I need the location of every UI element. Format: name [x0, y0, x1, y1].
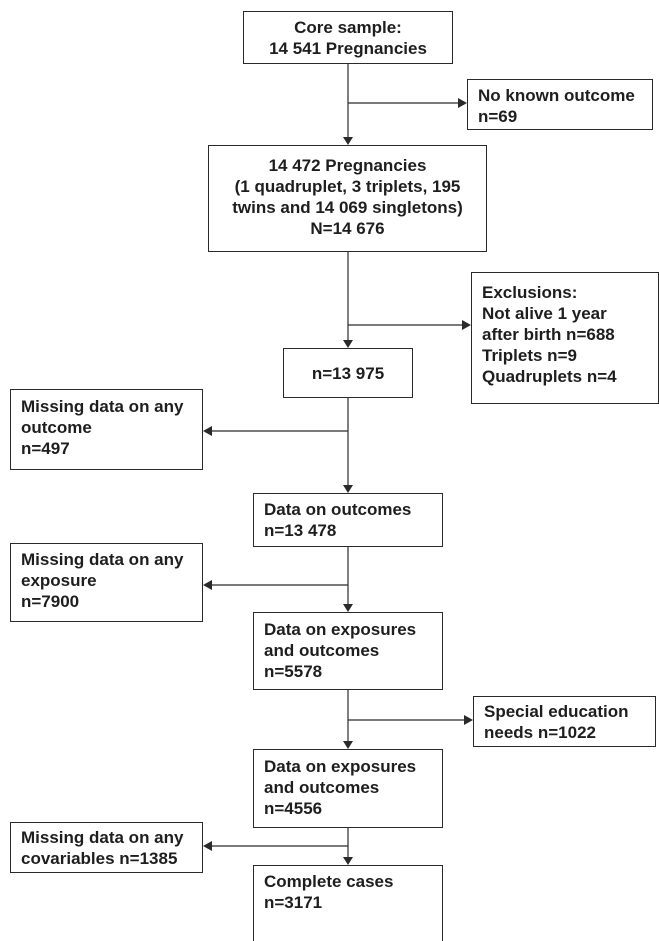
- node-text: n=13 478: [264, 521, 337, 540]
- node-text: Not alive 1 year: [482, 304, 607, 323]
- arrowhead: [203, 841, 212, 851]
- node-text: Special education: [484, 702, 629, 721]
- arrowhead: [343, 741, 353, 749]
- pregnancies-box: 14 472 Pregnancies (1 quadruplet, 3 trip…: [208, 145, 487, 252]
- arrowhead: [203, 580, 212, 590]
- node-text: Triplets n=9: [482, 346, 577, 365]
- core-sample-box: Core sample: 14 541 Pregnancies: [243, 11, 453, 64]
- node-text: Missing data on any: [21, 828, 184, 847]
- data-outcomes-box: Data on outcomes n=13 478: [253, 493, 443, 547]
- data-exposures-outcomes-5578-box: Data on exposures and outcomes n=5578: [253, 612, 443, 690]
- arrowhead: [464, 715, 473, 725]
- node-text: Data on outcomes: [264, 500, 412, 519]
- data-exposures-outcomes-4556-box: Data on exposures and outcomes n=4556: [253, 749, 443, 828]
- arrowhead: [458, 98, 467, 108]
- node-text: n=7900: [21, 592, 80, 611]
- node-text: Missing data on any: [21, 550, 184, 569]
- node-text: twins and 14 069 singletons): [232, 198, 463, 217]
- node-text: Core sample:: [294, 18, 402, 37]
- complete-cases-box: Complete cases n=3171: [253, 865, 443, 941]
- node-text: and outcomes: [264, 641, 380, 660]
- node-text: covariables n=1385: [21, 849, 178, 868]
- node-text: n=497: [21, 439, 70, 458]
- node-text: 14 472 Pregnancies: [268, 156, 427, 175]
- arrowhead: [343, 485, 353, 493]
- node-text: No known outcome: [478, 86, 635, 105]
- node-text: after birth n=688: [482, 325, 615, 344]
- node-text: (1 quadruplet, 3 triplets, 195: [234, 177, 461, 196]
- arrowhead: [343, 340, 353, 348]
- node-text: N=14 676: [310, 219, 385, 238]
- missing-outcome-box: Missing data on any outcome n=497: [10, 389, 203, 470]
- arrowhead: [203, 426, 212, 436]
- arrowhead: [343, 137, 353, 145]
- node-text: n=3171: [264, 893, 323, 912]
- node-text: outcome: [21, 418, 92, 437]
- arrowhead: [343, 604, 353, 612]
- node-text: Exclusions:: [482, 283, 578, 302]
- special-education-box: Special education needs n=1022: [473, 696, 656, 747]
- missing-covariables-box: Missing data on any covariables n=1385: [10, 822, 203, 873]
- arrowhead: [462, 320, 471, 330]
- node-text: Data on exposures: [264, 620, 417, 639]
- node-text: needs n=1022: [484, 723, 596, 742]
- node-text: Data on exposures: [264, 757, 417, 776]
- missing-exposure-box: Missing data on any exposure n=7900: [10, 543, 203, 622]
- node-text: 14 541 Pregnancies: [269, 39, 427, 58]
- node-text: Quadruplets n=4: [482, 367, 617, 386]
- n13975-box: n=13 975: [283, 348, 413, 398]
- node-text: exposure: [21, 571, 97, 590]
- no-known-outcome-box: No known outcome n=69: [467, 79, 653, 130]
- node-text: n=4556: [264, 799, 323, 818]
- exclusions-box: Exclusions: Not alive 1 year after birth…: [471, 272, 659, 404]
- node-text: n=13 975: [311, 364, 385, 383]
- arrowhead: [343, 857, 353, 865]
- node-text: and outcomes: [264, 778, 380, 797]
- node-text: Missing data on any: [21, 397, 184, 416]
- node-text: n=69: [478, 107, 518, 126]
- node-text: n=5578: [264, 662, 323, 681]
- node-text: Complete cases: [264, 872, 394, 891]
